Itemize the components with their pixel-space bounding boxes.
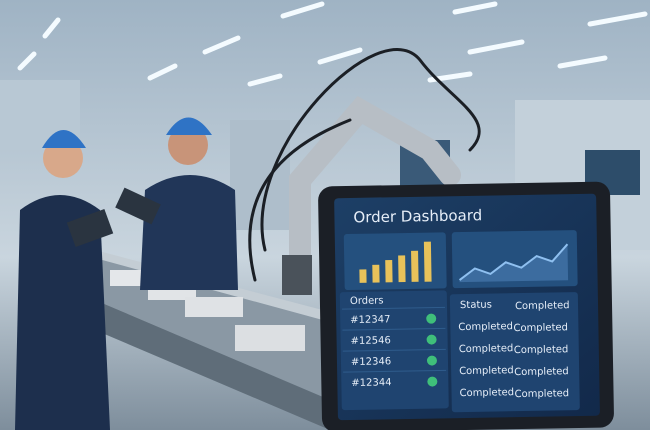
- check-icon: [426, 355, 437, 366]
- row-divider: [342, 348, 446, 352]
- status-cell: Completed: [459, 387, 514, 399]
- mini-bar: [385, 260, 393, 283]
- order-id: #12347: [350, 314, 390, 326]
- tablet: Order Dashboard Orders #12347 #12546 #12346…: [318, 181, 614, 430]
- status-header: Status: [460, 300, 492, 312]
- status-cell: Completed: [514, 366, 569, 378]
- mini-bar: [423, 241, 432, 282]
- robot-arm: [248, 48, 481, 295]
- check-icon: [427, 376, 438, 387]
- order-id: #12546: [351, 335, 391, 347]
- row-divider: [342, 327, 446, 331]
- order-id: #12346: [351, 356, 391, 368]
- status-cell: Completed: [514, 344, 569, 356]
- status-cell: Completed: [513, 322, 568, 334]
- status-cell: Completed: [514, 388, 569, 400]
- mini-bar: [359, 269, 367, 283]
- row-divider: [342, 306, 446, 310]
- mini-line: [458, 243, 569, 281]
- worker-right: [115, 117, 238, 290]
- status-cell: Completed: [459, 343, 514, 355]
- mini-bar: [411, 250, 419, 282]
- check-icon: [426, 313, 437, 324]
- check-icon: [426, 334, 437, 345]
- status-header: Completed: [515, 300, 570, 312]
- orders-header: Orders: [350, 295, 384, 307]
- worker-left: [15, 130, 114, 430]
- mini-bar: [372, 264, 380, 283]
- mini-bar: [398, 255, 406, 283]
- dashboard-title: Order Dashboard: [353, 206, 482, 226]
- line-panel: [451, 230, 578, 289]
- row-divider: [343, 369, 447, 373]
- status-panel: [449, 292, 580, 413]
- status-cell: Completed: [459, 365, 514, 377]
- bar-panel: [343, 232, 447, 291]
- status-cell: Completed: [458, 321, 513, 333]
- ceiling-lights: [17, 1, 648, 87]
- order-id: #12344: [351, 377, 391, 389]
